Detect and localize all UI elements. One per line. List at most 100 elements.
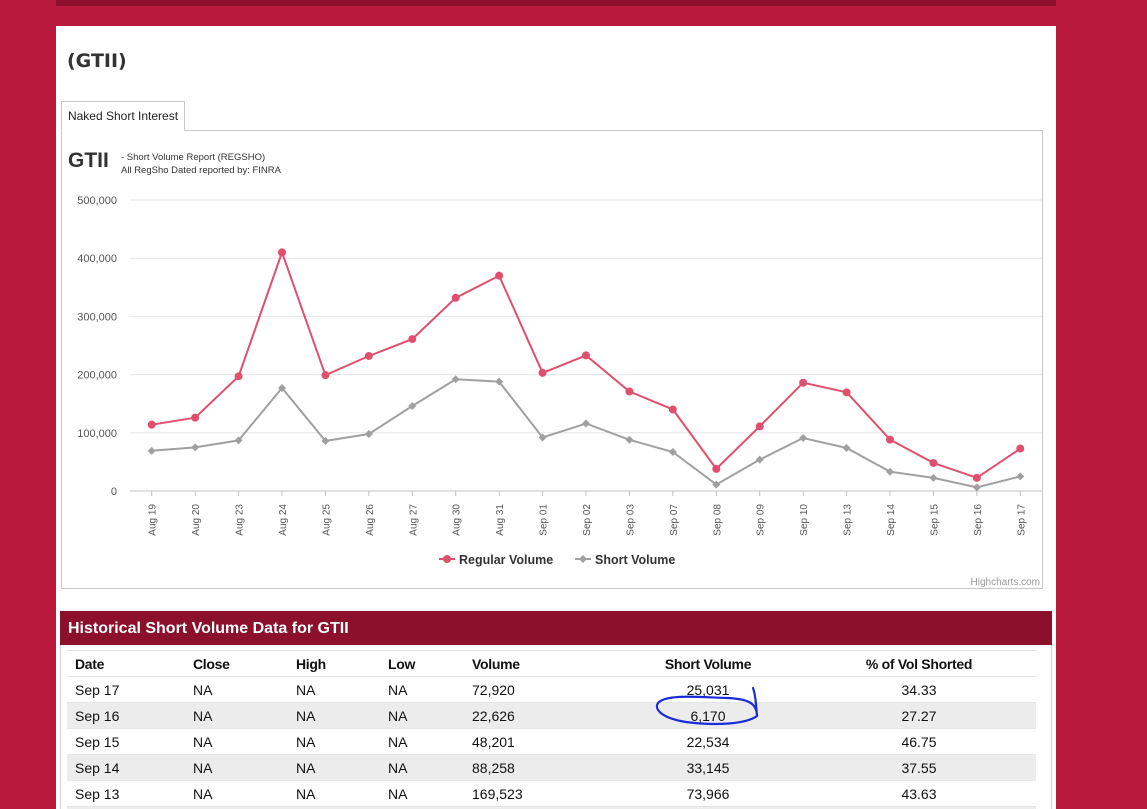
table-cell: NA — [380, 676, 464, 703]
table-cell: 22,534 — [614, 728, 802, 755]
x-tick-label: Sep 14 — [886, 504, 897, 536]
table-cell: NA — [380, 806, 464, 809]
top-strip — [56, 0, 1056, 6]
regular-volume-point — [799, 378, 808, 387]
tab-naked-short-interest[interactable]: Naked Short Interest — [61, 101, 185, 131]
table-cell: NA — [185, 754, 288, 781]
table-cell: NA — [288, 780, 380, 807]
table-cell: 27.27 — [802, 702, 1036, 729]
history-table-container: Date Close High Low Volume Short Volume% of V… — [60, 645, 1052, 809]
y-tick-label: 200,000 — [77, 370, 117, 382]
regular-volume-point — [842, 388, 851, 397]
table-cell: Sep 15 — [67, 728, 185, 755]
column-header: Volume — [464, 650, 614, 677]
short-volume-point — [451, 375, 460, 384]
x-tick-label: Sep 08 — [712, 504, 723, 536]
table-cell: NA — [288, 728, 380, 755]
x-tick-label: Aug 20 — [191, 504, 202, 536]
legend-label: Short Volume — [595, 553, 675, 567]
ticker-heading: (GTII) — [67, 50, 127, 72]
x-tick-label: Sep 13 — [843, 504, 854, 536]
x-tick-label: Aug 23 — [235, 504, 246, 536]
y-tick-label: 500,000 — [77, 195, 117, 207]
table-cell: NA — [185, 728, 288, 755]
short-volume-point — [625, 435, 634, 444]
table-cell: NA — [185, 806, 288, 809]
regular-volume-point — [972, 473, 981, 482]
regular-volume-point — [538, 368, 547, 377]
column-header: % of Vol Shorted — [802, 650, 1036, 677]
y-tick-label: 400,000 — [77, 253, 117, 265]
table-cell: Sep 14 — [67, 754, 185, 781]
table-cell: NA — [380, 780, 464, 807]
table-cell: 22,626 — [464, 702, 614, 729]
table-cell: 37.55 — [802, 754, 1036, 781]
x-tick-label: Aug 26 — [365, 504, 376, 536]
table-cell: NA — [185, 780, 288, 807]
short-volume-point — [972, 483, 981, 492]
x-tick-label: Sep 15 — [929, 504, 940, 536]
x-tick-label: Aug 30 — [452, 504, 463, 536]
y-tick-label: 300,000 — [77, 311, 117, 323]
history-header-row: Date Close High Low Volume Short Volume% of V… — [67, 650, 1036, 677]
table-cell: 34.33 — [802, 676, 1036, 703]
regular-volume-point — [886, 435, 894, 444]
regular-volume-point — [147, 420, 156, 429]
x-tick-label: Sep 01 — [539, 504, 550, 536]
short-volume-point — [842, 443, 851, 452]
x-tick-label: Sep 10 — [799, 504, 810, 536]
x-tick-label: Aug 19 — [148, 504, 159, 536]
regular-volume-point — [451, 293, 460, 302]
short-volume-point — [191, 443, 200, 452]
regular-volume-point — [191, 413, 200, 422]
regular-volume-point — [234, 372, 243, 381]
legend-item-regular-volume[interactable]: Regular Volume — [439, 553, 553, 567]
regular-volume-point — [495, 271, 504, 280]
short-volume-point — [668, 448, 677, 457]
x-tick-label: Aug 25 — [321, 504, 332, 536]
x-tick-label: Aug 27 — [408, 504, 419, 536]
table-cell: Sep 10 — [67, 806, 185, 809]
table-row: Sep 10NANANA185,97292,44549.78 — [67, 806, 1036, 809]
column-header: Short Volume — [614, 650, 802, 677]
history-title: Historical Short Volume Data for GTII — [60, 611, 1052, 645]
table-cell: NA — [380, 702, 464, 729]
table-cell: Sep 13 — [67, 780, 185, 807]
legend-item-short-volume[interactable]: Short Volume — [575, 553, 675, 567]
chart-symbol: GTII — [68, 149, 109, 172]
table-cell: NA — [380, 728, 464, 755]
short-volume-point — [495, 377, 504, 386]
x-tick-label: Sep 16 — [973, 504, 984, 536]
x-tick-label: Aug 31 — [495, 504, 506, 536]
x-tick-label: Sep 09 — [756, 504, 767, 536]
table-cell: NA — [185, 676, 288, 703]
table-cell: 88,258 — [464, 754, 614, 781]
content-panel: (GTII) Naked Short Interest GTII - Short… — [56, 26, 1056, 809]
short-volume-point — [712, 480, 721, 489]
x-tick-label: Sep 02 — [582, 504, 593, 536]
highcharts-credit[interactable]: Highcharts.com — [971, 577, 1040, 588]
table-cell: NA — [288, 676, 380, 703]
column-header: High — [288, 650, 380, 677]
table-row: Sep 16 NA NA NA 22,626 6,170 27.27 — [67, 702, 1036, 729]
table-row: Sep 14 NA NA NA 88,258 33,145 37.55 — [67, 754, 1036, 781]
table-cell: NA — [288, 754, 380, 781]
regular-volume-point — [755, 422, 764, 431]
x-tick-label: Sep 17 — [1016, 504, 1027, 536]
table-row: Sep 15 NA NA NA 48,201 22,534 46.75 — [67, 728, 1036, 755]
short-volume-point — [408, 402, 417, 411]
table-row: Sep 17 NA NA NA 72,920 25,031 34.33 — [67, 676, 1036, 703]
regular-volume-point — [278, 248, 286, 257]
short-volume-point — [582, 419, 590, 428]
short-volume-point — [929, 473, 938, 482]
legend-label: Regular Volume — [459, 553, 553, 567]
table-cell: 92,445 — [614, 806, 802, 809]
table-cell: 49.78 — [802, 806, 1036, 809]
short-volume-point — [799, 434, 808, 443]
table-cell: NA — [288, 702, 380, 729]
x-tick-label: Sep 03 — [625, 504, 636, 536]
table-cell: 72,920 — [464, 676, 614, 703]
table-cell: 73,966 — [614, 780, 802, 807]
short-volume-point — [1016, 472, 1025, 481]
short-volume-point — [755, 455, 764, 464]
